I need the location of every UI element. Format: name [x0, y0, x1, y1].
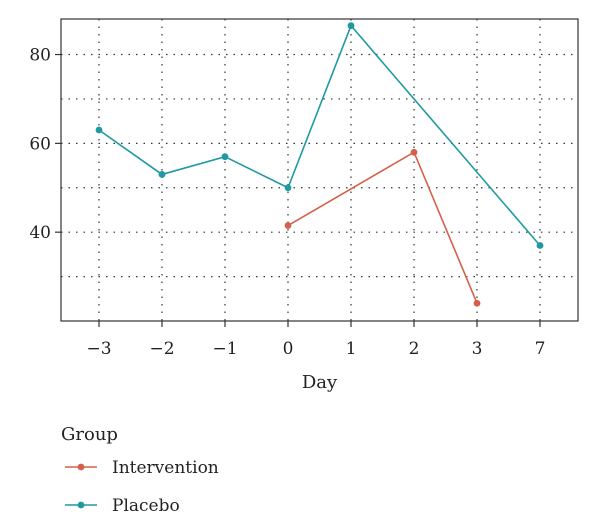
data-point: [158, 171, 166, 178]
legend-label: Placebo: [112, 496, 180, 516]
y-tick-label: 80: [29, 46, 51, 66]
grid: [61, 19, 578, 321]
legend-marker: [77, 463, 85, 471]
x-tick-label: 3: [472, 339, 483, 359]
data-point: [536, 242, 544, 249]
x-tick-label: 2: [409, 339, 420, 359]
x-tick-label: −2: [149, 339, 174, 359]
y-tick-label: 60: [29, 134, 51, 154]
series-line: [287, 151, 478, 304]
legend-marker: [77, 501, 85, 509]
x-tick-label: −1: [212, 339, 237, 359]
data-point: [473, 299, 481, 307]
legend-item: Placebo: [65, 496, 180, 516]
data-point: [221, 153, 229, 161]
x-tick-label: −3: [86, 339, 111, 359]
x-axis-title: Day: [302, 372, 338, 393]
legend-label: Intervention: [112, 458, 219, 478]
series-group: [95, 22, 544, 307]
series-line: [98, 24, 541, 247]
data-point: [95, 126, 103, 134]
legend-item: Intervention: [65, 458, 219, 478]
y-tick-label: 40: [29, 223, 51, 243]
data-point: [347, 22, 355, 30]
x-tick-label: 0: [283, 339, 294, 359]
legend: Group Intervention Placebo: [61, 424, 219, 516]
series-intervention: [284, 148, 481, 307]
axis-ticks: 40 60 80 −3 −2 −1 0 1 2 3 7: [29, 46, 545, 359]
x-tick-label: 7: [535, 339, 546, 359]
data-point: [410, 148, 418, 156]
series-placebo: [95, 22, 544, 249]
data-point: [284, 184, 292, 192]
plot-panel: [60, 18, 579, 322]
data-point: [284, 222, 292, 229]
x-tick-label: 1: [346, 339, 357, 359]
legend-title: Group: [61, 424, 118, 445]
